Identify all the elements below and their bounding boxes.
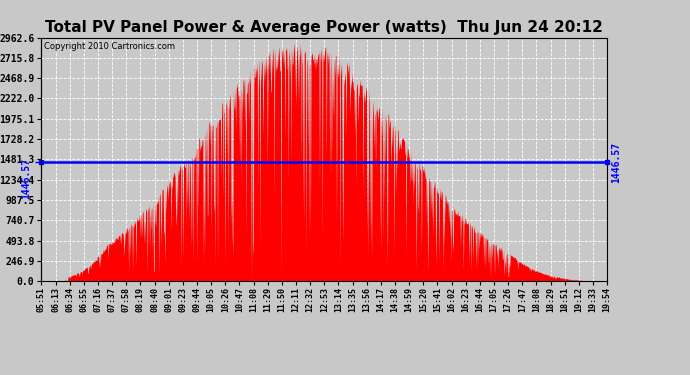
- Text: Copyright 2010 Cartronics.com: Copyright 2010 Cartronics.com: [44, 42, 175, 51]
- Text: 1446.57: 1446.57: [611, 142, 622, 183]
- Title: Total PV Panel Power & Average Power (watts)  Thu Jun 24 20:12: Total PV Panel Power & Average Power (wa…: [46, 20, 603, 35]
